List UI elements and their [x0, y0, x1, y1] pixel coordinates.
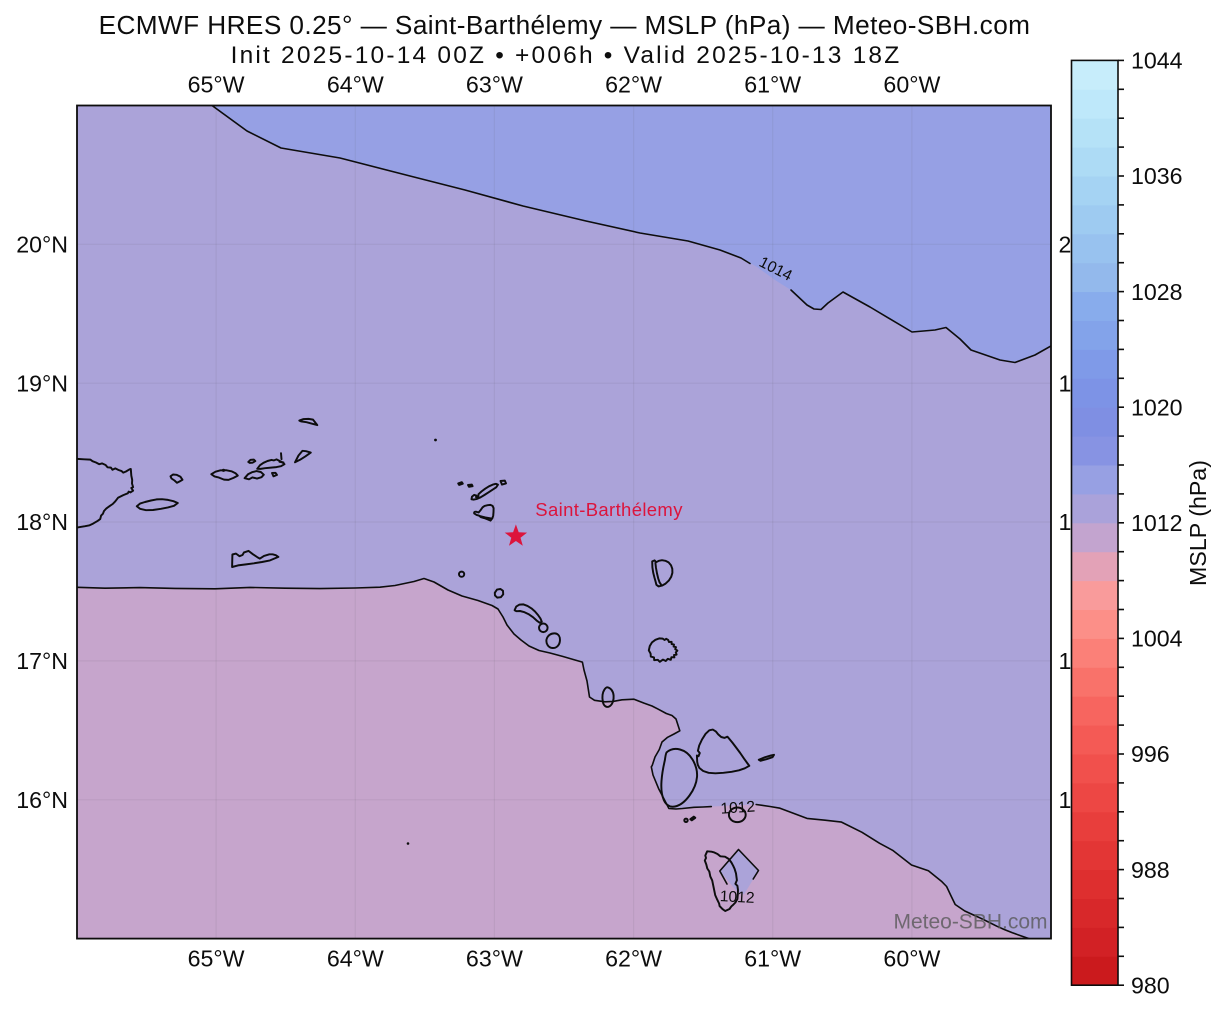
- svg-text:Saint-Barthélemy: Saint-Barthélemy: [535, 499, 683, 520]
- svg-text:1012: 1012: [719, 888, 755, 907]
- svg-text:19°N: 19°N: [16, 370, 68, 396]
- svg-text:1044: 1044: [1131, 48, 1183, 74]
- svg-text:1020: 1020: [1131, 394, 1183, 420]
- svg-text:65°W: 65°W: [188, 946, 245, 972]
- svg-text:64°W: 64°W: [327, 946, 384, 972]
- svg-text:Meteo-SBH.com: Meteo-SBH.com: [893, 911, 1047, 934]
- svg-text:61°W: 61°W: [744, 946, 801, 972]
- svg-text:996: 996: [1131, 741, 1170, 767]
- svg-text:980: 980: [1131, 972, 1170, 998]
- svg-text:65°W: 65°W: [188, 72, 245, 98]
- svg-text:Init 2025-10-14 00Z • +006h •: Init 2025-10-14 00Z • +006h • Valid 2025…: [231, 42, 902, 69]
- svg-text:1012: 1012: [720, 798, 756, 817]
- svg-text:988: 988: [1131, 857, 1170, 883]
- svg-text:20°N: 20°N: [16, 232, 68, 258]
- svg-text:63°W: 63°W: [466, 72, 523, 98]
- svg-text:60°W: 60°W: [883, 946, 940, 972]
- svg-text:MSLP (hPa): MSLP (hPa): [1185, 460, 1211, 586]
- svg-text:62°W: 62°W: [605, 72, 662, 98]
- svg-text:ECMWF HRES 0.25° — Saint-Barth: ECMWF HRES 0.25° — Saint-Barthélemy — MS…: [99, 10, 1031, 40]
- svg-text:16°N: 16°N: [16, 787, 68, 813]
- svg-text:17°N: 17°N: [16, 648, 68, 674]
- svg-text:62°W: 62°W: [605, 946, 662, 972]
- svg-text:1028: 1028: [1131, 279, 1183, 305]
- svg-text:64°W: 64°W: [327, 72, 384, 98]
- svg-text:1012: 1012: [1131, 510, 1183, 536]
- svg-text:1036: 1036: [1131, 163, 1183, 189]
- svg-text:60°W: 60°W: [883, 72, 940, 98]
- svg-text:63°W: 63°W: [466, 946, 523, 972]
- svg-text:61°W: 61°W: [744, 72, 801, 98]
- svg-text:1004: 1004: [1131, 626, 1183, 652]
- svg-text:18°N: 18°N: [16, 509, 68, 535]
